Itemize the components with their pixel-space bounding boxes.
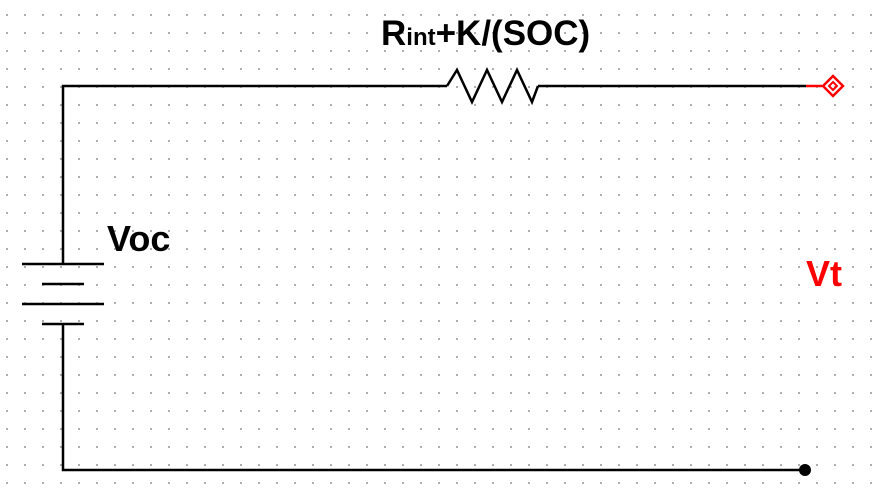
top-wire-left: [61, 84, 447, 264]
battery-label: Voc: [107, 218, 171, 259]
resistor-label: Rint+K/(SOC): [381, 16, 590, 51]
battery-symbol[interactable]: [22, 262, 104, 326]
resistor-label-sub: int: [406, 24, 436, 51]
diamond-probe-icon[interactable]: [821, 74, 845, 98]
probe-label: Vt: [806, 253, 842, 294]
filled-dot-icon[interactable]: [799, 464, 811, 476]
resistor-symbol[interactable]: [445, 67, 540, 106]
resistor-label-rest: +K/(SOC): [435, 14, 591, 53]
bottom-wire: [61, 324, 806, 472]
resistor-label-main: R: [381, 14, 407, 53]
